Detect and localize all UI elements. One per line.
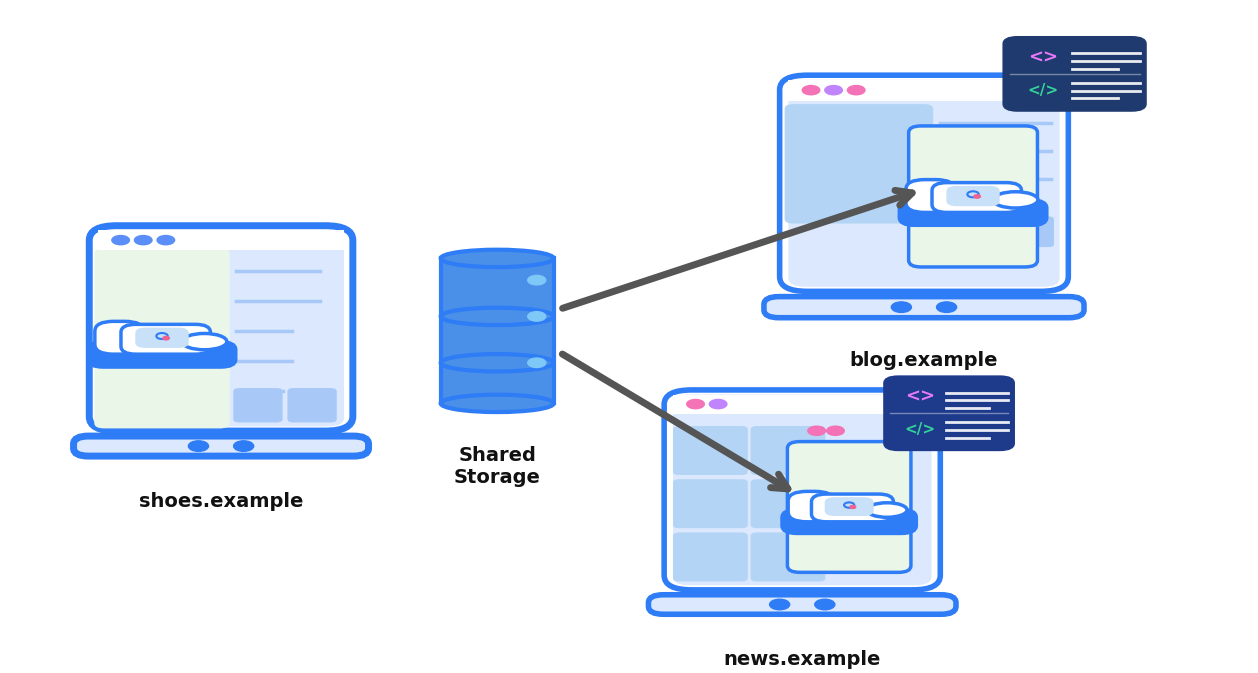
Circle shape [974,194,980,198]
FancyBboxPatch shape [883,376,1015,451]
FancyBboxPatch shape [946,186,1000,206]
Circle shape [808,426,825,435]
FancyBboxPatch shape [908,126,1038,267]
Circle shape [892,302,912,312]
FancyBboxPatch shape [899,200,1047,225]
FancyBboxPatch shape [789,80,1059,287]
Circle shape [112,236,130,245]
Circle shape [825,85,843,95]
FancyBboxPatch shape [825,497,873,516]
FancyBboxPatch shape [789,491,834,522]
FancyBboxPatch shape [233,388,283,423]
FancyBboxPatch shape [906,180,955,213]
Circle shape [527,275,546,285]
FancyBboxPatch shape [785,104,933,223]
Circle shape [710,400,727,409]
Circle shape [815,599,835,610]
FancyBboxPatch shape [94,248,230,429]
FancyBboxPatch shape [788,441,911,572]
Text: <>: <> [1028,48,1058,66]
Ellipse shape [440,394,554,412]
FancyBboxPatch shape [751,479,825,528]
Circle shape [189,441,209,452]
Circle shape [157,236,175,245]
Bar [673,394,931,414]
Circle shape [234,441,254,452]
FancyBboxPatch shape [98,230,345,427]
Circle shape [687,400,704,409]
Circle shape [527,358,546,367]
Text: news.example: news.example [723,651,881,670]
Text: <>: <> [905,388,935,406]
Text: blog.example: blog.example [849,351,999,369]
FancyBboxPatch shape [73,436,369,456]
FancyBboxPatch shape [673,426,747,475]
FancyBboxPatch shape [648,595,956,614]
Circle shape [827,426,844,435]
FancyBboxPatch shape [751,426,825,475]
FancyBboxPatch shape [673,394,931,586]
FancyBboxPatch shape [88,342,235,367]
Text: </>: </> [905,423,936,437]
Circle shape [848,85,866,95]
Ellipse shape [182,334,226,350]
FancyBboxPatch shape [673,479,747,528]
FancyBboxPatch shape [121,324,210,354]
Ellipse shape [993,192,1038,208]
FancyBboxPatch shape [811,494,893,522]
FancyBboxPatch shape [94,321,143,354]
Text: shoes.example: shoes.example [138,493,303,511]
Bar [98,230,345,250]
Circle shape [527,312,546,321]
FancyBboxPatch shape [937,217,991,247]
Ellipse shape [440,354,554,371]
FancyBboxPatch shape [780,75,1068,291]
Circle shape [850,505,855,509]
Ellipse shape [440,250,554,267]
Bar [440,258,554,316]
Circle shape [770,599,790,610]
Circle shape [803,85,820,95]
Bar [440,363,554,403]
Circle shape [162,336,170,340]
FancyBboxPatch shape [136,328,189,348]
Ellipse shape [440,308,554,325]
Bar [440,316,554,363]
FancyBboxPatch shape [673,532,747,581]
FancyBboxPatch shape [782,509,916,534]
FancyBboxPatch shape [751,532,825,581]
Ellipse shape [867,503,907,518]
Bar [789,80,1059,100]
FancyBboxPatch shape [1000,217,1054,247]
Circle shape [936,302,956,312]
FancyBboxPatch shape [1003,36,1147,112]
FancyBboxPatch shape [287,388,337,423]
FancyBboxPatch shape [764,297,1084,318]
Text: </>: </> [1028,83,1058,98]
FancyBboxPatch shape [932,182,1021,213]
Circle shape [135,236,152,245]
Text: Shared
Storage: Shared Storage [454,446,541,487]
FancyBboxPatch shape [664,390,940,590]
FancyBboxPatch shape [89,225,352,431]
